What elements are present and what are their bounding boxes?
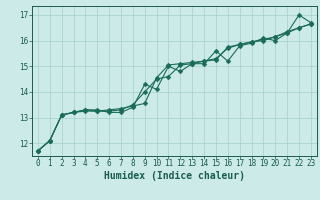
X-axis label: Humidex (Indice chaleur): Humidex (Indice chaleur) — [104, 171, 245, 181]
